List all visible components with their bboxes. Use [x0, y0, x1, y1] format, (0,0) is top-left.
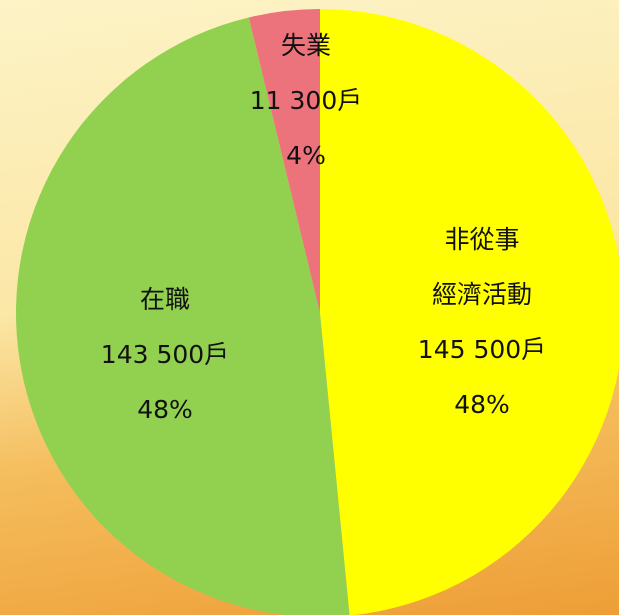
percent-label: 4% [286, 141, 326, 170]
category-label: 非從事 經濟活動 [431, 225, 533, 309]
pie-slice [248, 9, 320, 313]
value-label: 145 500戶 [417, 335, 547, 364]
category-label: 失業 [280, 31, 332, 60]
percent-label: 48% [137, 395, 193, 424]
value-label: 143 500戶 [100, 340, 230, 369]
slice-label: 非從事 經濟活動 145 500戶 48% [418, 212, 546, 432]
pie-slice [16, 17, 350, 615]
percent-label: 48% [454, 390, 510, 419]
slice-label: 失業 11 300戶 4% [250, 18, 362, 183]
category-label: 在職 [139, 285, 191, 314]
pie-slice [320, 9, 619, 615]
slice-label: 在職 143 500戶 48% [101, 272, 229, 437]
value-label: 11 300戶 [249, 86, 363, 115]
